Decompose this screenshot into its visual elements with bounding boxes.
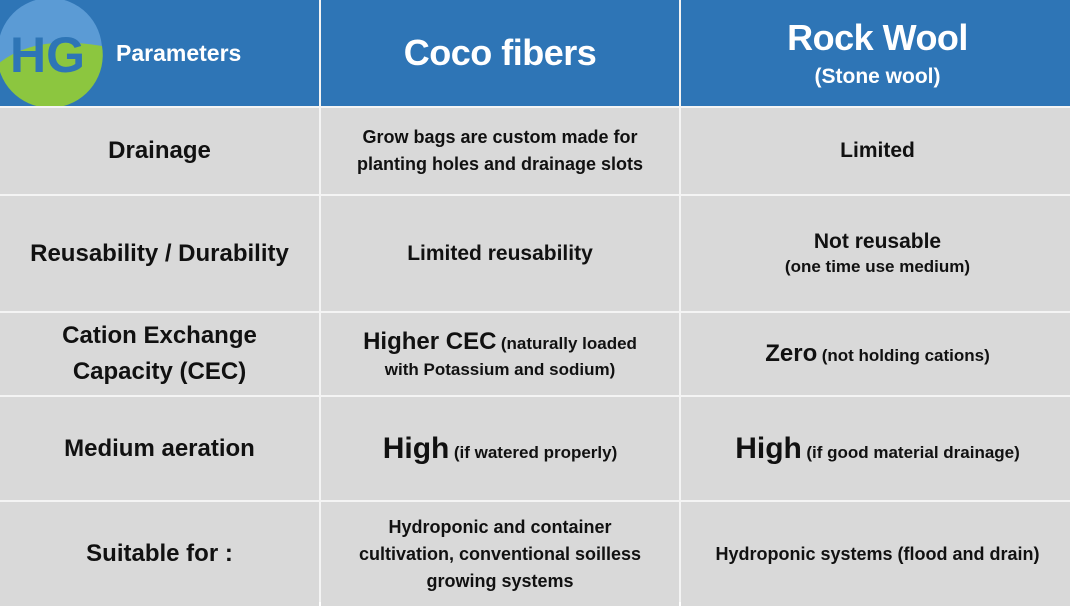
rockwool-header-subtitle: (Stone wool): [814, 65, 941, 88]
coco-suitable: Hydroponic and container cultivation, co…: [321, 502, 679, 606]
svg-text:HG: HG: [10, 27, 85, 83]
hg-logo-icon: HG: [0, 0, 103, 106]
cell-main: Higher CEC: [363, 328, 497, 355]
param-label-line: Capacity (CEC): [72, 358, 247, 385]
coco-header-title: Coco fibers: [403, 32, 597, 73]
cell-main: Zero: [765, 340, 818, 367]
param-cec: Cation Exchange Capacity (CEC): [0, 313, 319, 395]
param-label: Medium aeration: [64, 434, 255, 462]
param-drainage: Drainage: [0, 108, 319, 194]
cell-text: Not reusable: [813, 230, 942, 253]
coco-drainage: Grow bags are custom made for planting h…: [321, 108, 679, 194]
cell-text-line: Hydroponic and container: [388, 516, 612, 537]
rockwool-reusability: Not reusable (one time use medium): [681, 196, 1070, 311]
param-label: Drainage: [108, 137, 211, 164]
coco-aeration: High (if watered properly): [321, 397, 679, 500]
param-label-line: Cation Exchange: [62, 322, 257, 349]
cell-text: Limited: [840, 139, 915, 162]
rockwool-header-title: Rock Wool: [787, 17, 968, 58]
rockwool-drainage: Limited: [681, 108, 1070, 194]
cell-text-line: growing systems: [426, 570, 574, 591]
param-label: Suitable for :: [86, 540, 233, 567]
coco-reusability: Limited reusability: [321, 196, 679, 311]
cell-note: (if good material drainage): [806, 442, 1020, 462]
cell-main: High: [382, 431, 450, 465]
cell-note: (if watered properly): [453, 442, 618, 462]
header-coco-cell: Coco fibers: [321, 0, 679, 106]
cell-note: (not holding cations): [821, 346, 990, 365]
header-rockwool-cell: Rock Wool (Stone wool): [681, 0, 1070, 106]
cell-text-line: Grow bags are custom made for: [362, 127, 638, 147]
parameters-header-label: Parameters: [116, 39, 242, 66]
cell-text: Hydroponic systems (flood and drain): [715, 543, 1040, 564]
param-suitable: Suitable for :: [0, 502, 319, 606]
cell-text-line: planting holes and drainage slots: [356, 154, 644, 174]
cell-main: High: [735, 431, 802, 465]
cell-note: (one time use medium): [784, 257, 971, 276]
cell-note: (naturally loaded: [500, 334, 637, 353]
cell-text: Limited reusability: [407, 241, 593, 265]
coco-cec: Higher CEC (naturally loaded with Potass…: [321, 313, 679, 395]
rockwool-suitable: Hydroponic systems (flood and drain): [681, 502, 1070, 606]
rockwool-cec: Zero (not holding cations): [681, 313, 1070, 395]
cell-text-line: cultivation, conventional soilless: [358, 543, 642, 564]
rockwool-aeration: High (if good material drainage): [681, 397, 1070, 500]
header-parameters-cell: HG Parameters: [0, 0, 319, 106]
cell-note: with Potassium and sodium): [384, 360, 616, 379]
param-reusability: Reusability / Durability: [0, 196, 319, 311]
param-label: Reusability / Durability: [30, 239, 289, 267]
param-aeration: Medium aeration: [0, 397, 319, 500]
